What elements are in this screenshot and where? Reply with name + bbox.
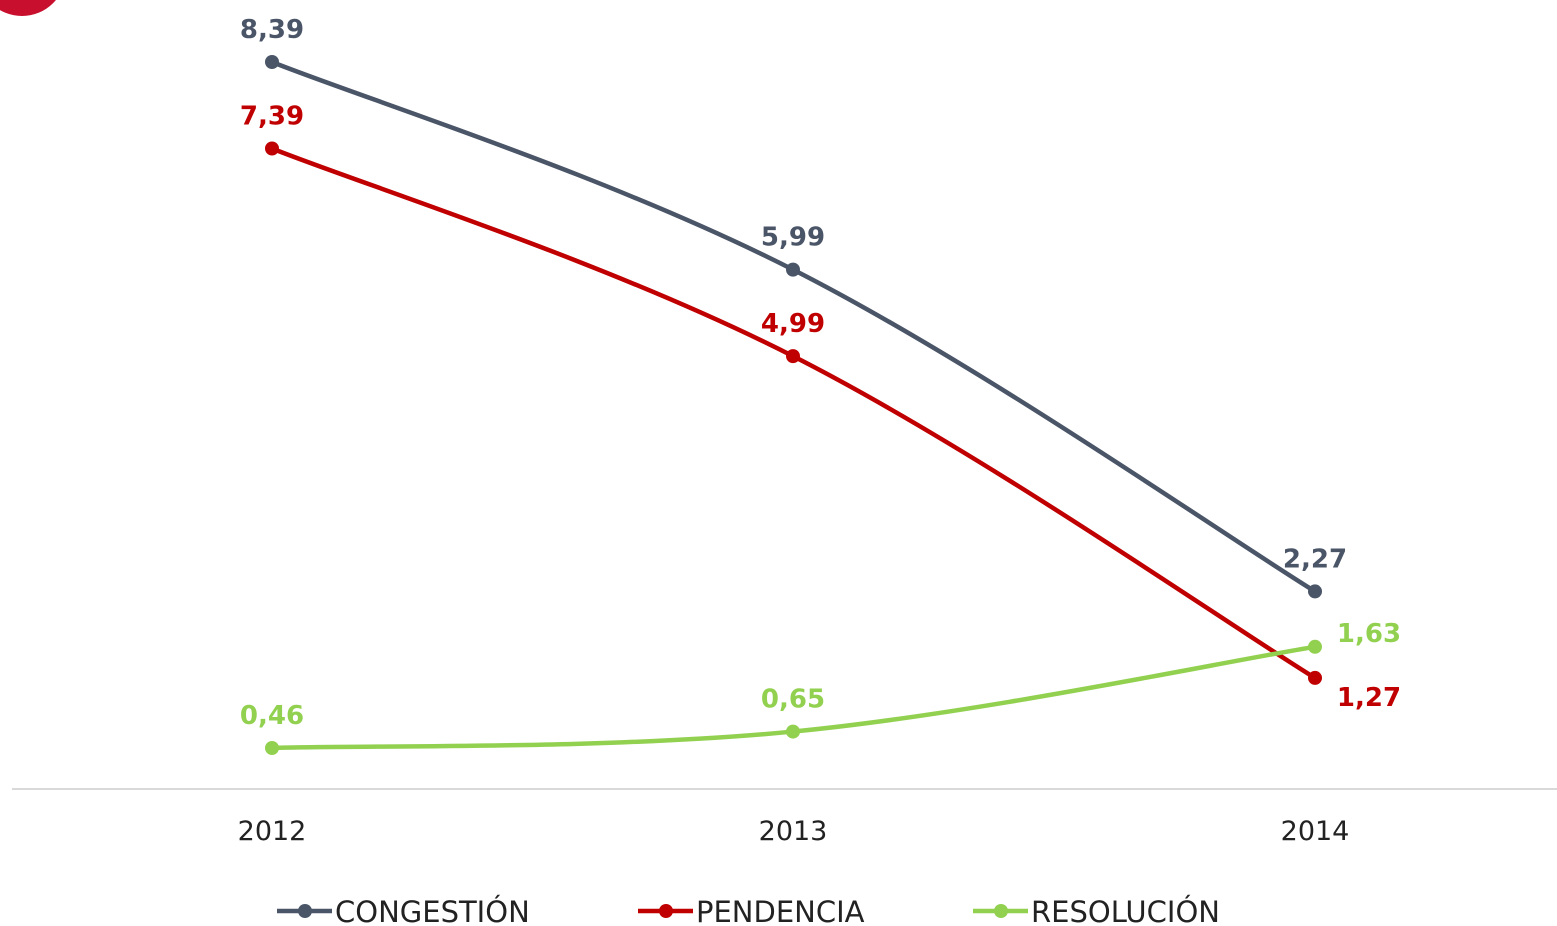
legend-item-pendencia: PENDENCIA [638, 895, 865, 926]
data-label-congestion-2014: 2,27 [1283, 544, 1347, 574]
data-label-pendencia-2013: 4,99 [761, 309, 825, 339]
x-tick-label-2013: 2013 [759, 816, 828, 847]
data-point-resolucion-2014 [1308, 639, 1322, 654]
data-label-resolucion-2014: 1,63 [1337, 619, 1401, 649]
legend-item-congestion: CONGESTIÓN [277, 895, 530, 926]
data-label-pendencia-2014: 1,27 [1337, 683, 1401, 713]
data-point-resolucion-2012 [265, 741, 279, 755]
legend-label-pendencia: PENDENCIA [696, 895, 865, 926]
corner-badge [0, 0, 56, 16]
data-label-pendencia-2012: 7,39 [240, 102, 304, 132]
x-axis: 2012 2013 2014 [12, 788, 1557, 847]
data-label-congestion-2012: 8,39 [240, 15, 304, 45]
data-label-resolucion-2013: 0,65 [761, 685, 825, 715]
data-point-congestion-2013 [786, 262, 800, 277]
data-point-congestion-2014 [1308, 584, 1322, 599]
legend-swatch-marker-resolucion [994, 904, 1008, 918]
legend: CONGESTIÓN PENDENCIA RESOLUCIÓN [277, 895, 1220, 926]
data-labels: 8,39 5,99 2,27 7,39 4,99 1,27 0,46 0,65 1,63 [240, 15, 1401, 731]
x-tick-label-2014: 2014 [1281, 816, 1350, 847]
legend-label-resolucion: RESOLUCIÓN [1031, 895, 1220, 926]
data-point-congestion-2012 [265, 55, 279, 69]
x-tick-label-2012: 2012 [238, 816, 307, 847]
data-label-congestion-2013: 5,99 [761, 223, 825, 253]
legend-swatch-marker-pendencia [659, 904, 673, 918]
legend-label-congestion: CONGESTIÓN [335, 895, 530, 926]
series-layer [265, 55, 1322, 755]
legend-swatch-marker-congestion [298, 904, 312, 918]
data-label-resolucion-2012: 0,46 [240, 701, 304, 731]
data-point-pendencia-2013 [786, 349, 800, 364]
decor-layer [0, 0, 56, 16]
legend-item-resolucion: RESOLUCIÓN [973, 895, 1220, 926]
data-point-resolucion-2013 [786, 724, 800, 739]
data-point-pendencia-2014 [1308, 670, 1322, 685]
data-point-pendencia-2012 [265, 141, 279, 156]
